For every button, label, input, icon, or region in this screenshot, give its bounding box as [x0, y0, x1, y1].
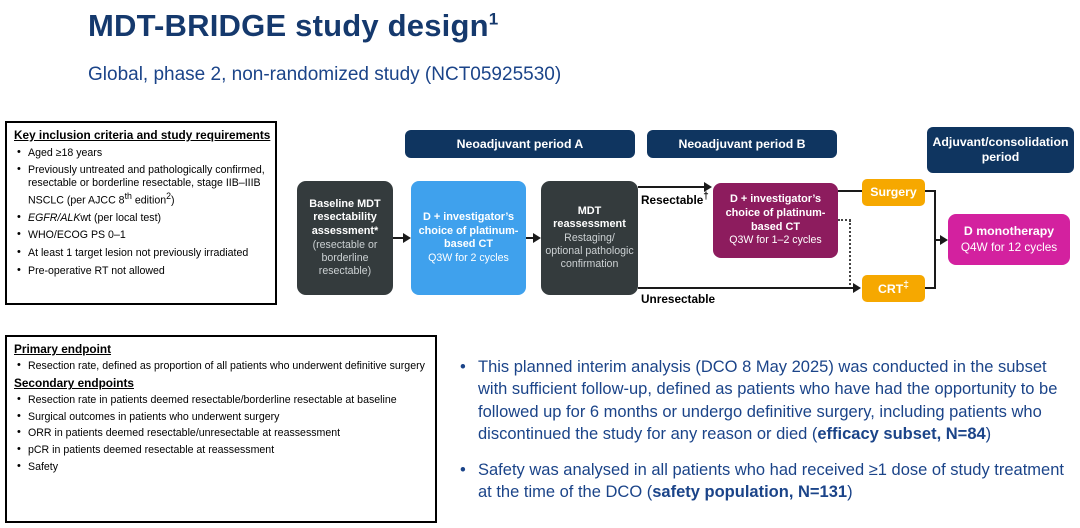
arrow-unresectable-line — [638, 286, 854, 289]
flow-box-baseline-sub: (resectable or borderline resectable) — [312, 238, 378, 278]
flow-box-crt-label: CRT‡ — [878, 279, 909, 296]
flow-box-period-b-ct: D + investigator’s choice of platinum-ba… — [713, 183, 838, 258]
page-subtitle: Global, phase 2, non-randomized study (N… — [88, 64, 562, 85]
flow-box-period-b-ct-sub: Q3W for 1–2 cycles — [729, 234, 822, 247]
inclusion-item-stage: Previously untreated and pathologically … — [14, 163, 271, 207]
endpoints-box: Primary endpoint Resection rate, defined… — [5, 335, 437, 523]
inclusion-item-target-lesion: At least 1 target lesion not previously … — [14, 246, 271, 260]
interim-analysis-notes: This planned interim analysis (DCO 8 May… — [457, 356, 1077, 517]
flow-box-d-monotherapy-title: D monotherapy — [963, 224, 1055, 239]
flow-box-d-monotherapy: D monotherapy Q4W for 12 cycles — [948, 214, 1070, 265]
arrow-unresectable-head — [853, 282, 861, 293]
interim-analysis-list: This planned interim analysis (DCO 8 May… — [457, 356, 1077, 504]
period-header-adjuvant: Adjuvant/consolidation period — [927, 127, 1074, 173]
flow-box-neoadjuvant-ct-sub: Q3W for 2 cycles — [428, 251, 509, 264]
flow-box-mdt-reassessment: MDT reassessment Restaging/ optional pat… — [541, 181, 638, 295]
safety-population-bullet: Safety was analysed in all patients who … — [457, 459, 1077, 504]
page-title-footnote-marker: 1 — [488, 9, 499, 29]
period-header-neoadjuvant-a: Neoadjuvant period A — [405, 130, 635, 158]
page-title: MDT-BRIDGE study design1 — [88, 8, 498, 44]
arrow-resectable-line — [638, 185, 705, 188]
arrow-baseline-to-ct-head — [403, 232, 411, 243]
flow-box-surgery-label: Surgery — [870, 184, 917, 199]
secondary-endpoints-header: Secondary endpoints — [14, 376, 134, 391]
secondary-endpoints-list: Resection rate in patients deemed resect… — [14, 393, 431, 474]
inclusion-item-ecog: WHO/ECOG PS 0–1 — [14, 228, 271, 242]
secondary-endpoint-item: ORR in patients deemed resectable/unrese… — [14, 426, 431, 440]
flow-box-neoadjuvant-ct: D + investigator’s choice of platinum-ba… — [411, 181, 526, 295]
interim-analysis-bullet: This planned interim analysis (DCO 8 May… — [457, 356, 1077, 446]
arrow-junction-to-dmono-line — [934, 238, 941, 241]
inclusion-criteria-list: Aged ≥18 years Previously untreated and … — [14, 146, 271, 278]
flow-box-neoadjuvant-ct-title: D + investigator’s choice of platinum-ba… — [418, 210, 519, 251]
secondary-endpoint-item: Surgical outcomes in patients who underw… — [14, 410, 431, 424]
arrow-junction-to-dmono-head — [940, 234, 948, 245]
page-title-text: MDT-BRIDGE study design — [88, 8, 489, 43]
arrow-baseline-to-ct-line — [393, 236, 404, 239]
secondary-endpoint-item: pCR in patients deemed resectable at rea… — [14, 443, 431, 457]
primary-endpoint-list: Resection rate, defined as proportion of… — [14, 359, 431, 373]
line-surgery-to-junction — [925, 190, 936, 193]
inclusion-item-age: Aged ≥18 years — [14, 146, 271, 160]
dotted-line-ct-to-crt-horizontal — [838, 219, 851, 221]
arrow-ct-to-reassessment-head — [533, 232, 541, 243]
inclusion-item-preop-rt: Pre-operative RT not allowed — [14, 264, 271, 278]
flow-box-surgery: Surgery — [862, 179, 925, 206]
line-crt-to-junction — [925, 286, 936, 289]
secondary-endpoint-item: Resection rate in patients deemed resect… — [14, 393, 431, 407]
flow-box-d-monotherapy-sub: Q4W for 12 cycles — [960, 239, 1058, 254]
dotted-line-ct-to-crt-vertical — [849, 220, 851, 285]
flow-box-mdt-reassessment-title: MDT reassessment — [553, 204, 626, 231]
crt-footnote-marker: ‡ — [903, 279, 909, 291]
flow-box-mdt-reassessment-sub: Restaging/ optional pathologic confirmat… — [545, 231, 634, 271]
line-ct-to-surgery — [838, 190, 862, 193]
branch-label-unresectable: Unresectable — [641, 292, 716, 306]
secondary-endpoint-item: Safety — [14, 460, 431, 474]
arrow-ct-to-reassessment-line — [526, 236, 534, 239]
primary-endpoint-item: Resection rate, defined as proportion of… — [14, 359, 431, 373]
flow-box-baseline-title: Baseline MDT resectability assessment* — [309, 197, 381, 237]
arrow-resectable-head — [704, 181, 712, 192]
branch-label-resectable: Resectable† — [641, 191, 709, 207]
flow-box-baseline-mdt: Baseline MDT resectability assessment* (… — [297, 181, 393, 295]
resectable-footnote-marker: † — [703, 191, 709, 202]
inclusion-criteria-box: Key inclusion criteria and study require… — [5, 121, 277, 305]
inclusion-item-egfr-alk: EGFR/ALKwt (per local test) — [14, 211, 271, 225]
inclusion-criteria-header: Key inclusion criteria and study require… — [14, 128, 271, 142]
period-header-neoadjuvant-b: Neoadjuvant period B — [647, 130, 837, 158]
flow-box-period-b-ct-title: D + investigator’s choice of platinum-ba… — [725, 193, 826, 233]
flow-box-crt: CRT‡ — [862, 275, 925, 302]
primary-endpoint-header: Primary endpoint — [14, 342, 112, 356]
